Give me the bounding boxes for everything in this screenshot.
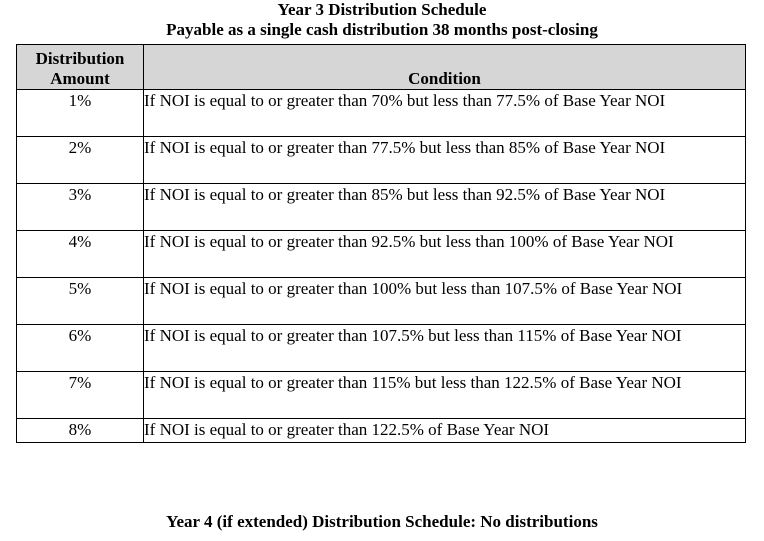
distribution-amount-cell: 8%	[16, 418, 144, 443]
table-row: 1% If NOI is equal to or greater than 70…	[16, 89, 746, 137]
distribution-amount-cell: 6%	[16, 324, 144, 372]
condition-cell: If NOI is equal to or greater than 77.5%…	[143, 136, 746, 184]
condition-cell: If NOI is equal to or greater than 70% b…	[143, 89, 746, 137]
distribution-amount-cell: 3%	[16, 183, 144, 231]
document-title: Year 3 Distribution Schedule	[277, 0, 487, 19]
table-header-row: Distribution Amount Condition	[16, 44, 746, 90]
condition-cell: If NOI is equal to or greater than 107.5…	[143, 324, 746, 372]
year4-distribution-note: Year 4 (if extended) Distribution Schedu…	[166, 512, 598, 531]
condition-cell: If NOI is equal to or greater than 85% b…	[143, 183, 746, 231]
table-row: 8% If NOI is equal to or greater than 12…	[16, 418, 746, 443]
table-row: 3% If NOI is equal to or greater than 85…	[16, 183, 746, 231]
distribution-amount-cell: 1%	[16, 89, 144, 137]
condition-cell: If NOI is equal to or greater than 92.5%…	[143, 230, 746, 278]
distribution-amount-cell: 2%	[16, 136, 144, 184]
distribution-amount-cell: 4%	[16, 230, 144, 278]
table-row: 5% If NOI is equal to or greater than 10…	[16, 277, 746, 325]
table-row: 6% If NOI is equal to or greater than 10…	[16, 324, 746, 372]
distribution-amount-cell: 5%	[16, 277, 144, 325]
document-subtitle: Payable as a single cash distribution 38…	[166, 20, 598, 39]
header-distribution-amount: Distribution Amount	[16, 44, 144, 90]
distribution-schedule-table: Distribution Amount Condition 1% If NOI …	[16, 44, 746, 443]
distribution-amount-cell: 7%	[16, 371, 144, 419]
header-amount-line2: Amount	[50, 69, 110, 88]
table-row: 2% If NOI is equal to or greater than 77…	[16, 136, 746, 184]
header-amount-line1: Distribution	[35, 49, 125, 68]
condition-cell: If NOI is equal to or greater than 100% …	[143, 277, 746, 325]
condition-cell: If NOI is equal to or greater than 115% …	[143, 371, 746, 419]
header-condition: Condition	[143, 44, 746, 90]
condition-cell: If NOI is equal to or greater than 122.5…	[143, 418, 746, 443]
table-row: 7% If NOI is equal to or greater than 11…	[16, 371, 746, 419]
table-row: 4% If NOI is equal to or greater than 92…	[16, 230, 746, 278]
